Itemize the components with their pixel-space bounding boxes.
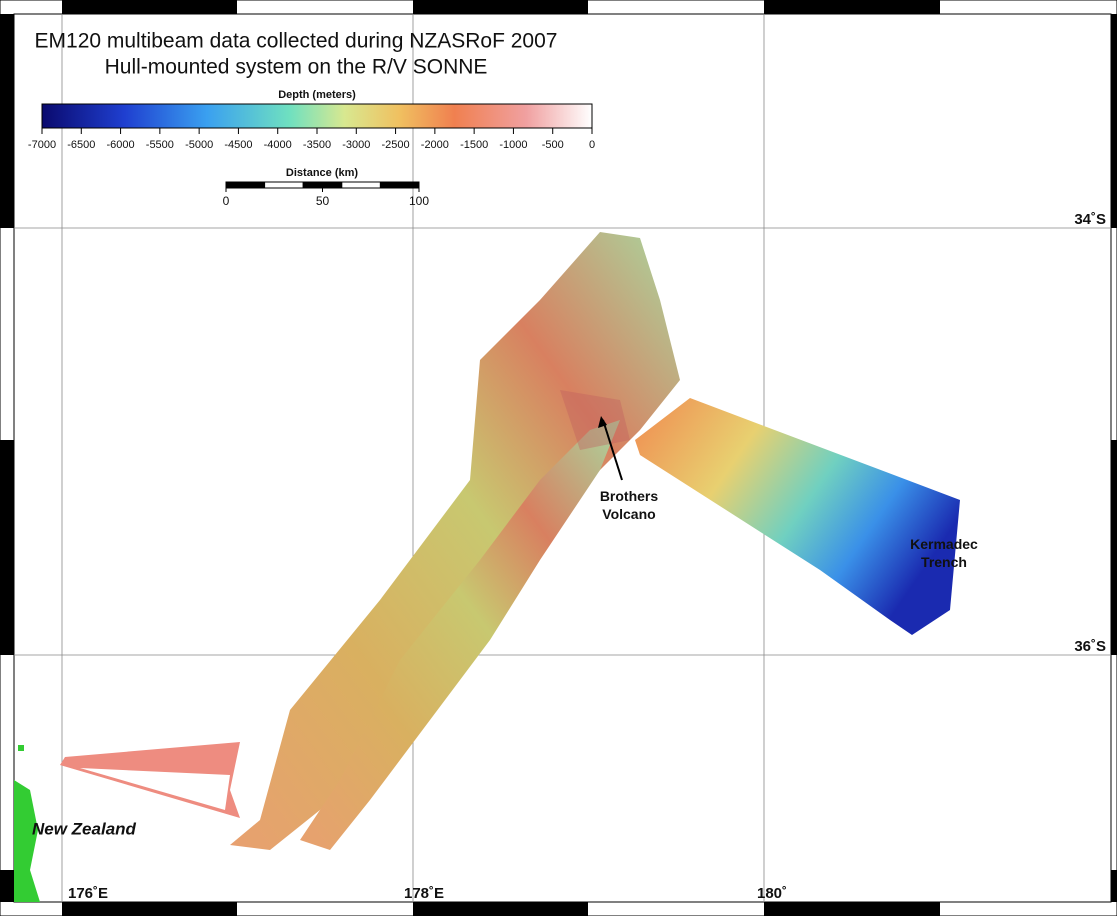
scale-bar-tick-label: 0: [223, 194, 230, 208]
longitude-label: 178˚E: [404, 885, 444, 902]
color-bar: [42, 104, 592, 128]
longitude-label: 176˚E: [68, 885, 108, 902]
color-bar-tick-label: -1500: [460, 139, 488, 151]
scale-bar-segment: [226, 182, 265, 188]
color-bar-tick-label: -3500: [303, 139, 331, 151]
color-bar-tick-label: -2000: [421, 139, 449, 151]
color-bar-tick-label: 0: [589, 139, 595, 151]
scale-bar-segment: [342, 182, 381, 188]
depth-legend-title: Depth (meters): [278, 89, 356, 101]
map: EM120 multibeam data collected during NZ…: [0, 0, 1117, 916]
place-label: New Zealand: [32, 819, 137, 838]
color-bar-tick-label: -4500: [224, 139, 252, 151]
title: EM120 multibeam data collected during NZ…: [35, 30, 558, 53]
scale-bar-segment: [265, 182, 304, 188]
longitude-label: 180˚: [757, 885, 787, 902]
color-bar-tick-label: -6000: [107, 139, 135, 151]
scale-bar-tick-label: 100: [409, 194, 429, 208]
scale-bar-segment: [380, 182, 419, 188]
distance-legend-title: Distance (km): [286, 167, 358, 179]
color-bar-tick-label: -6500: [67, 139, 95, 151]
scale-bar-tick-label: 50: [316, 194, 330, 208]
subtitle: Hull-mounted system on the R/V SONNE: [105, 56, 488, 79]
latitude-label: 34˚S: [1074, 211, 1106, 228]
color-bar-tick-label: -5500: [146, 139, 174, 151]
color-bar-tick-label: -5000: [185, 139, 213, 151]
color-bar-tick-label: -1000: [499, 139, 527, 151]
latitude-label: 36˚S: [1074, 638, 1106, 655]
color-bar-tick-label: -7000: [28, 139, 56, 151]
color-bar-tick-label: -2500: [382, 139, 410, 151]
color-bar-tick-label: -500: [542, 139, 564, 151]
color-bar-tick-label: -4000: [264, 139, 292, 151]
color-bar-tick-label: -3000: [342, 139, 370, 151]
